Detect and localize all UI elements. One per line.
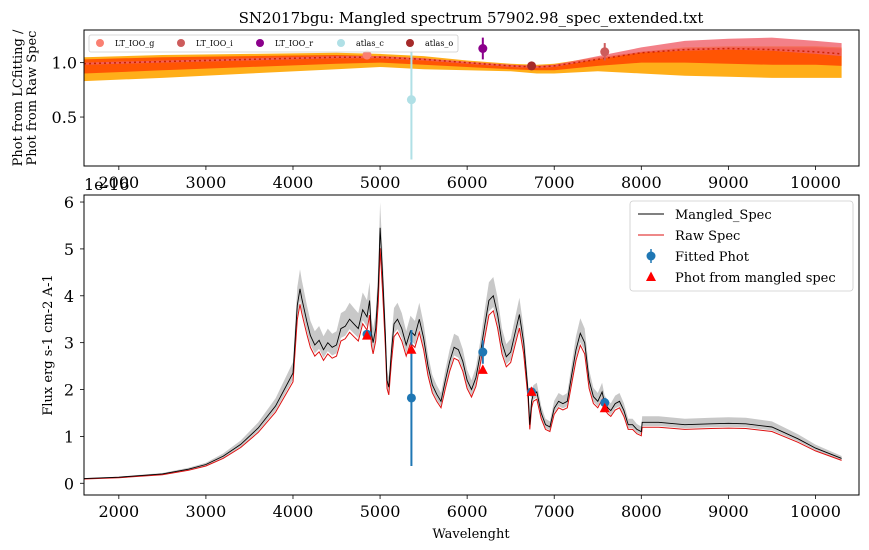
spectrum-y-ticks: 0 1 2 3 4 5 6 — [64, 193, 84, 493]
ratio-legend-label: atlas_c — [356, 39, 384, 48]
spectrum-legend-marker — [646, 271, 656, 281]
ratio-legend-marker — [406, 39, 414, 47]
spectrum-uncertainty — [84, 202, 842, 479]
spectrum-legend-label: Mangled_Spec — [675, 208, 772, 223]
ratio-ytick-label: 1.0 — [52, 54, 77, 73]
mangled-phot-marker — [362, 330, 373, 340]
ratio-band-2 — [84, 47, 842, 74]
ratio-xtick-label: 9000 — [708, 173, 749, 192]
ratio-legend-label: LT_IOO_r — [275, 39, 313, 48]
fitted-phot-marker — [406, 393, 416, 403]
ratio-ylabel-line1: Phot from LCfitting / — [11, 29, 26, 166]
spectrum-ytick-label: 5 — [64, 240, 74, 259]
mangled-phot-points — [362, 330, 610, 413]
fitted-phot-point — [478, 340, 488, 364]
ratio-legend-label: LT_IOO_g — [115, 39, 154, 48]
ratio-marker-LT_IOO_i — [600, 47, 610, 57]
spectrum-xtick-label: 7000 — [534, 502, 575, 521]
spectrum-ytick-label: 6 — [64, 193, 74, 212]
ratio-marker-atlas_o — [527, 61, 537, 71]
mangled-phot-marker — [406, 344, 417, 354]
ratio-y-ticks: 0.5 1.0 — [52, 54, 84, 127]
spectrum-panel: 2000 3000 4000 5000 6000 7000 8000 9000 10000 0 1… — [41, 193, 860, 542]
spectrum-ylabel: Flux erg s-1 cm-2 A-1 — [41, 274, 56, 415]
ratio-xtick-label: 2000 — [98, 173, 139, 192]
ratio-legend-marker — [337, 39, 345, 47]
ratio-xtick-label: 10000 — [790, 173, 841, 192]
ratio-x-ticks: 2000 3000 4000 5000 6000 7000 8000 9000 10000 — [98, 166, 841, 192]
ratio-point-atlas_c — [406, 39, 416, 160]
spectrum-xtick-label: 10000 — [790, 502, 841, 521]
spectrum-legend-label: Phot from mangled spec — [675, 271, 836, 286]
ratio-marker-LT_IOO_r — [478, 43, 488, 53]
ratio-points — [362, 37, 610, 160]
fitted-phot-marker — [478, 347, 488, 357]
ratio-legend-marker — [177, 39, 185, 47]
ratio-ylabel-line2: Phot from Raw Spec — [25, 31, 40, 166]
ratio-band-3 — [84, 37, 842, 69]
spectrum-ytick-label: 1 — [64, 427, 74, 446]
ratio-legend-label: LT_IOO_i — [196, 39, 233, 48]
ratio-xtick-label: 7000 — [534, 173, 575, 192]
ratio-bands — [84, 37, 842, 82]
ratio-axes-frame — [83, 29, 860, 167]
offset-text: 1e-16 — [84, 175, 129, 194]
ratio-legend: LT_IOO_g LT_IOO_i LT_IOO_r atlas_c atlas_o — [88, 34, 459, 53]
ratio-ytick-label: 0.5 — [52, 108, 77, 127]
mangled-phot-marker — [526, 386, 537, 396]
spectrum-xtick-label: 3000 — [186, 502, 227, 521]
raw-spec-line — [83, 248, 842, 480]
spectrum-ytick-label: 4 — [64, 287, 74, 306]
fitted-phot-points — [362, 329, 610, 466]
ratio-xtick-label: 5000 — [360, 173, 401, 192]
spectrum-xtick-label: 4000 — [273, 502, 314, 521]
ratio-point-LT_IOO_r — [478, 37, 488, 60]
ratio-legend-marker — [256, 39, 264, 47]
fitted-phot-marker — [600, 398, 610, 408]
spectrum-legend-label: Fitted Phot — [675, 250, 750, 265]
spectrum-xtick-label: 8000 — [621, 502, 662, 521]
spectrum-legend-marker — [646, 251, 656, 261]
ratio-marker-atlas_c — [406, 95, 416, 105]
spectrum-legend-frame — [629, 200, 854, 292]
spectrum-xtick-label: 6000 — [447, 502, 488, 521]
spectrum-ytick-label: 3 — [64, 334, 74, 353]
spectrum-axes-frame — [83, 194, 860, 496]
mangled-phot-marker — [599, 402, 610, 413]
ratio-legend-label: atlas_o — [425, 39, 453, 48]
ratio-xtick-label: 3000 — [186, 173, 227, 192]
spectrum-legend-label: Raw Spec — [675, 229, 740, 244]
ratio-mean-line — [83, 47, 842, 68]
ratio-point-atlas_o — [527, 61, 537, 71]
spectrum-shade — [84, 202, 842, 479]
mangled-phot-marker — [477, 364, 488, 374]
spectrum-xtick-label: 2000 — [98, 502, 139, 521]
mangled-spec-line — [83, 227, 842, 480]
spectrum-legend: Mangled_Spec Raw Spec Fitted Phot Phot from… — [629, 200, 854, 292]
ratio-legend-marker — [96, 39, 104, 47]
ratio-xtick-label: 4000 — [273, 173, 314, 192]
ratio-point-LT_IOO_i — [600, 43, 610, 61]
spectrum-xlabel: Wavelenght — [432, 527, 510, 542]
spectrum-ytick-label: 2 — [64, 381, 74, 400]
spectrum-xtick-label: 5000 — [360, 502, 401, 521]
ratio-xtick-label: 6000 — [447, 173, 488, 192]
spectrum-xtick-label: 9000 — [708, 502, 749, 521]
ratio-panel: SN2017bgu: Mangled spectrum 57902.98_spe… — [11, 9, 860, 194]
ratio-xtick-label: 8000 — [621, 173, 662, 192]
ratio-marker-LT_IOO_g — [362, 50, 372, 60]
chart-title: SN2017bgu: Mangled spectrum 57902.98_spe… — [239, 9, 704, 27]
spectrum-x-ticks: 2000 3000 4000 5000 6000 7000 8000 9000 10000 — [98, 495, 841, 521]
spectrum-ytick-label: 0 — [64, 474, 74, 493]
